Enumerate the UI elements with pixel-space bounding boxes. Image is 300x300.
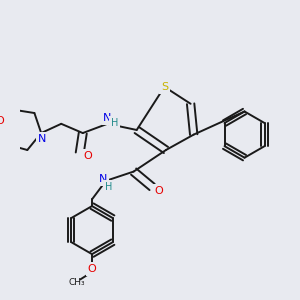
Text: CH₃: CH₃ xyxy=(69,278,85,287)
Text: O: O xyxy=(154,186,163,196)
Text: H: H xyxy=(105,182,112,192)
Text: N: N xyxy=(99,174,107,184)
Text: S: S xyxy=(161,82,168,92)
Text: O: O xyxy=(0,116,4,126)
Text: O: O xyxy=(83,151,92,160)
Text: N: N xyxy=(103,113,112,123)
Text: N: N xyxy=(38,134,46,144)
Text: O: O xyxy=(88,264,96,274)
Text: H: H xyxy=(110,118,118,128)
